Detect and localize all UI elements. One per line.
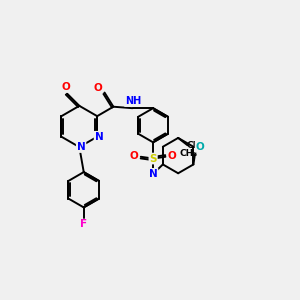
Text: O: O [94,83,102,93]
Text: O: O [61,82,70,92]
Text: N: N [149,169,158,179]
Text: F: F [80,220,87,230]
Text: O: O [130,151,139,160]
Text: O: O [168,151,176,160]
Text: CH₃: CH₃ [186,141,205,150]
Text: S: S [149,154,157,164]
Text: NH: NH [125,96,141,106]
Text: O: O [196,142,204,152]
Text: N: N [94,132,103,142]
Text: CH₃: CH₃ [179,149,197,158]
Text: N: N [77,142,85,152]
